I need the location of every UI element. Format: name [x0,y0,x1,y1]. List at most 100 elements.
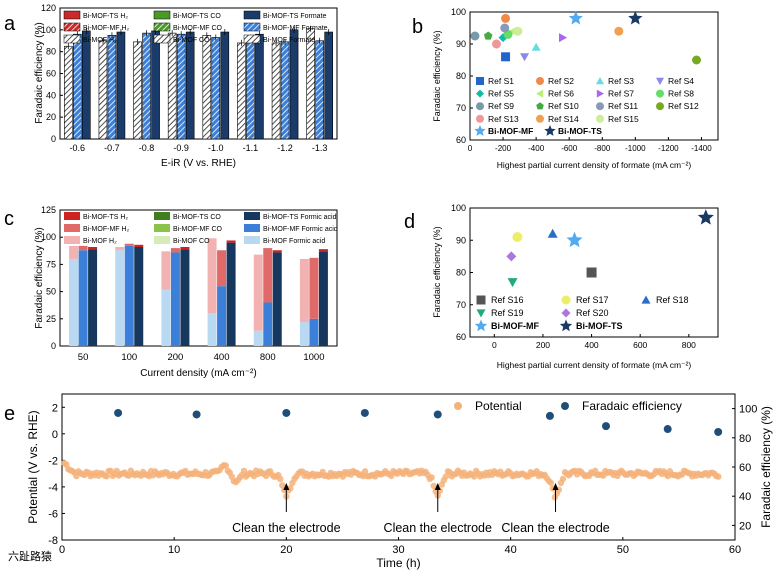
panel-a-xtick-label: -0.6 [70,143,86,153]
panel-a-ytick-label: 80 [46,47,56,57]
panel-a-legend-label: Bi-MOF H₂ [83,37,117,44]
panel-c-bar-top [170,248,180,253]
panel-e-fe-point [192,410,201,419]
panel-e-legend-marker [561,402,569,410]
panel-d-legend-marker [559,319,573,332]
panel-b-legend-label: Ref S6 [548,89,574,99]
panel-d-legend-marker [476,309,486,318]
panel-e-frame [61,393,736,541]
panel-d-legend-marker [561,295,571,305]
panel-a-legend-label: Bi-MOF-TS Formate [263,13,326,20]
panel-a-xtick-label: -1.3 [312,143,328,153]
panel-d-ytick-label: 100 [451,203,466,213]
panel-a-bar [306,28,315,140]
panel-c-bar-top [115,246,125,251]
panel-d-ylabel: Faradaic efficiency (%) [432,226,442,317]
panel-e-fe-point [714,427,723,436]
panel-c-xlabel: Current density (mA cm⁻²) [140,368,256,379]
panel-e-potential-point [547,479,555,486]
panel-a-bar [185,31,195,140]
panel-c-xtick-label: 800 [260,352,276,363]
panel-e-xtick-label: 0 [59,544,65,556]
panel-a-legend-label: Bi-MOF-MF Formate [263,25,328,32]
panel-a-bar [151,30,160,140]
panel-b-ytick-label: 80 [456,71,466,81]
panel-e-ytick-right-label: 100 [739,404,757,416]
panel-b-legend-label: Ref S3 [608,76,634,86]
panel-e-xtick-label: 20 [280,544,292,556]
panel-b-point [513,26,523,36]
panel-c-bar [69,258,79,346]
panel-a-xtick-label: -1.1 [243,143,259,153]
panel-a-xtick-label: -1.2 [277,143,293,153]
panel-b-legend-marker [656,102,664,111]
panel-c-bar [217,286,227,346]
panel-a-legend-swatch [153,10,171,20]
panel-a-bar [73,33,82,140]
panel-c-bar [263,302,273,346]
panel-a-bar [167,32,177,140]
panel-a-bar [82,30,91,140]
panel-e-fe-point [360,408,369,417]
panel-c-bar [207,313,217,346]
panel-a-legend-label: Bi-MOF Formate [263,37,315,44]
panel-c-bar [226,242,236,346]
panel-d-xtick-label: 600 [633,340,647,350]
panel-c-bar-top [180,246,190,250]
panel-a-bar [116,31,126,140]
panel-d-legend-label: Bi-MOF-TS [576,321,623,331]
panel-b-legend-label: Bi-MOF-MF [488,126,533,136]
panel-d-legend-marker [474,319,488,332]
panel-c-legend-label: Bi-MOF H₂ [83,238,117,245]
panel-b-legend-label: Ref S12 [668,101,699,111]
panel-b-legend-label: Ref S2 [548,76,574,86]
panel-a-bar [64,45,73,140]
panel-d-legend-label: Ref S19 [491,308,524,318]
panel-b-xtick-label: -1400 [691,144,712,153]
panel-e-ytick-right-label: 20 [739,520,751,532]
panel-b-legend-label: Ref S11 [608,101,638,111]
panel-d-legend-label: Ref S18 [656,295,689,305]
panel-b-legend-label: Ref S10 [548,101,579,111]
panel-e-xtick-label: 40 [505,544,517,556]
panel-c-legend-swatch [244,224,260,232]
panel-a-bar [211,37,221,140]
panel-e-ytick-label: 2 [52,402,58,414]
panel-d-point [506,251,517,262]
panel-a-legend-swatch [243,10,261,20]
panel-c-bar [88,249,98,346]
panel-b-legend-label: Ref S9 [488,101,514,111]
panel-d-point [547,228,558,238]
panel-e-arrowhead [434,483,441,490]
panel-a-bar [202,34,212,140]
panel-d-ytick-label: 70 [456,300,466,310]
panel-d-xtick-label: 0 [492,340,497,350]
panel-c-legend-swatch [154,224,170,232]
panel-b-legend-marker [476,89,484,98]
panel-b-legend-marker [536,102,544,110]
panel-b-legend-label: Ref S14 [548,114,579,124]
panel-e-arrowhead [283,483,290,490]
panel-a-xlabel: E-iR (V vs. RHE) [161,158,236,169]
panel-d-point [566,231,583,248]
panel-b-point [483,31,493,40]
panel-c-legend-swatch [64,224,80,232]
panel-a-bar [237,42,246,140]
panel-label-d: d [404,211,415,233]
panel-a-ylabel: Faradaic efficiency (%) [34,22,45,124]
panel-c-bar-top [88,246,98,250]
panel-c-bar [170,252,180,346]
panel-a-legend-label: Bi-MOF-TS H₂ [83,13,128,20]
panel-c-legend-swatch [244,212,260,220]
panel-c-bar-top [217,250,227,287]
panel-d-point [512,232,523,243]
panel-e-fe-point [602,422,611,431]
panel-a-legend-swatch [63,22,81,32]
panel-b-legend-label: Ref S13 [488,114,519,124]
panel-e-annotation: Clean the electrode [501,521,609,535]
panel-c-legend-swatch [154,236,170,244]
panel-a-bar [98,40,108,140]
panel-label-a: a [4,13,16,35]
panel-c-bar-top [299,258,309,323]
panel-c-bar-top [78,245,88,251]
